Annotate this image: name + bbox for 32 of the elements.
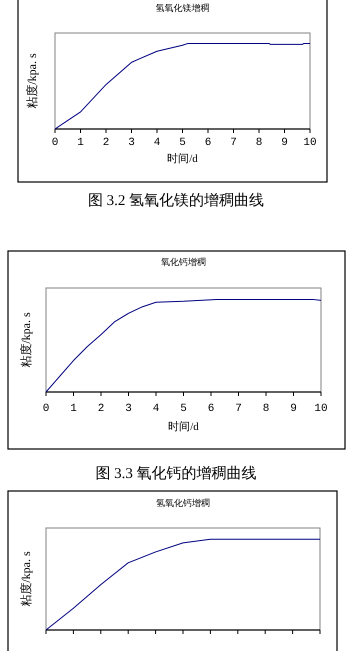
x-tick-label: 9 [281,137,288,149]
caption: 图 3.3 氧化钙的增稠曲线 [95,465,257,482]
x-tick-label: 3 [125,403,132,415]
x-axis-title: 时间/d [168,420,200,433]
x-tick-label: 6 [208,403,214,415]
x-tick-label: 0 [52,137,58,149]
x-tick-label: 0 [42,403,50,415]
x-tick-label: 10 [303,137,317,149]
chart-title: 氢氧化镁增稠 [156,3,210,14]
x-tick-label: 1 [77,137,84,149]
x-tick-label: 9 [290,403,297,415]
x-tick-label: 5 [180,403,187,415]
y-axis-title: 粘度/kpa. s [25,53,39,109]
x-axis-title: 时间/d [167,152,198,165]
x-tick-label: 1 [70,403,78,415]
x-tick-label: 7 [230,137,237,149]
x-tick-label: 4 [154,137,161,149]
x-tick-label: 8 [262,403,270,415]
x-tick-label: 4 [152,403,160,415]
y-axis-title: 粘度/kpa. s [19,551,33,607]
chart-title: 氢氧化钙增稠 [156,498,210,509]
x-tick-label: 8 [256,137,262,149]
x-tick-label: 5 [179,137,186,149]
x-tick-label: 6 [204,137,212,149]
chart-title: 氧化钙增稠 [161,257,206,268]
x-tick-label: 2 [98,403,104,415]
x-tick-label: 3 [128,137,135,149]
x-tick-label: 2 [102,137,110,149]
x-tick-label: 10 [314,403,328,415]
caption: 图 3.2 氢氧化镁的增稠曲线 [88,192,264,209]
y-axis-title: 粘度/kpa. s [19,312,33,368]
x-tick-label: 7 [235,403,242,415]
